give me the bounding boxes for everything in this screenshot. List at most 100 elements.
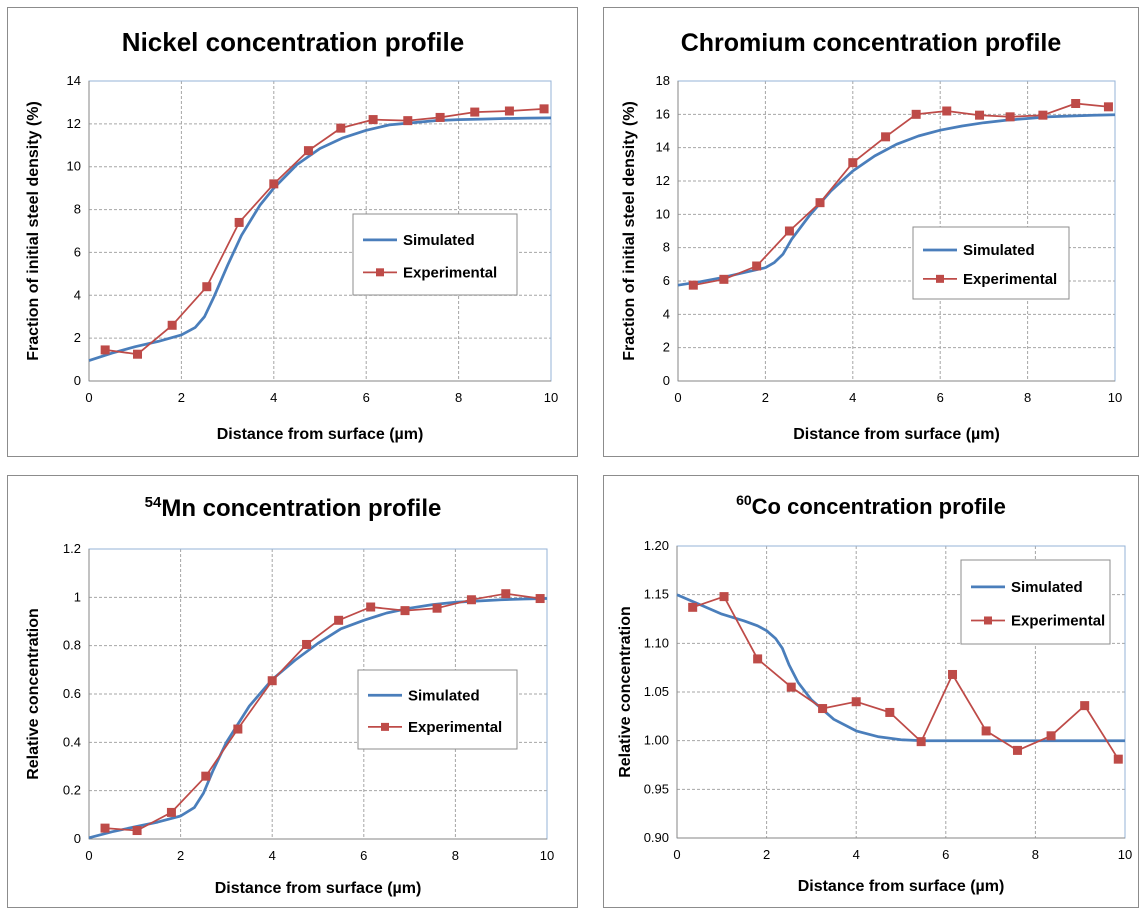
data-point-experimental	[815, 198, 825, 208]
x-tick-label: 0	[674, 390, 681, 405]
y-tick-label: 1.20	[644, 538, 669, 553]
x-tick-label: 4	[270, 390, 277, 405]
y-tick-label: 8	[663, 240, 670, 255]
data-point-experimental	[466, 595, 476, 605]
data-point-experimental	[753, 654, 763, 664]
data-point-experimental	[885, 707, 895, 717]
y-tick-label: 1	[74, 589, 81, 604]
chart-title: Nickel concentration profile	[122, 27, 464, 57]
chart-chromium: Chromium concentration profile 0 2 4 6 8 10 12 1…	[621, 29, 1122, 443]
y-tick-label: 0.90	[644, 830, 669, 845]
data-point-experimental	[368, 115, 378, 125]
x-tick-label: 8	[455, 390, 462, 405]
data-point-experimental	[167, 320, 177, 330]
x-tick-label: 6	[363, 390, 370, 405]
data-point-experimental	[133, 349, 143, 359]
x-axis-label: Distance from surface (µm)	[798, 878, 1005, 895]
data-point-experimental	[400, 606, 410, 616]
data-point-experimental	[752, 261, 762, 271]
data-point-experimental	[432, 603, 442, 613]
chart-title: 60Co concentration profile	[736, 492, 1006, 519]
y-tick-label: 1.2	[63, 541, 81, 556]
title-main: Co concentration profile	[752, 494, 1006, 519]
data-point-experimental	[1012, 745, 1022, 755]
title-main: Mn concentration profile	[161, 495, 441, 522]
data-point-experimental	[100, 823, 110, 833]
data-point-experimental	[1113, 754, 1123, 764]
x-tick-label: 10	[544, 390, 558, 405]
data-point-experimental	[166, 807, 176, 817]
series-line-simulated	[676, 593, 1125, 743]
y-tick-label: 1.00	[644, 733, 669, 748]
x-tick-label: 0	[85, 848, 92, 863]
data-point-experimental	[202, 282, 212, 292]
data-point-experimental	[948, 669, 958, 679]
data-point-experimental	[851, 697, 861, 707]
y-tick-label: 0.8	[63, 638, 81, 653]
legend-marker	[984, 616, 992, 625]
x-axis-label: Distance from surface (µm)	[217, 426, 424, 443]
legend-marker	[936, 274, 944, 283]
data-point-experimental	[818, 704, 828, 714]
y-tick-label: 4	[663, 306, 670, 321]
legend-box	[960, 559, 1111, 645]
x-tick-label: 4	[853, 847, 860, 862]
data-point-experimental	[1038, 110, 1048, 120]
data-point-experimental	[1103, 102, 1113, 112]
y-tick-label: 6	[74, 244, 81, 259]
x-tick-label: 2	[178, 390, 185, 405]
data-point-experimental	[719, 592, 729, 602]
chart-title: Chromium concentration profile	[681, 29, 1062, 57]
data-point-experimental	[535, 594, 545, 604]
y-tick-label: 0.95	[644, 781, 669, 796]
chart-panel-nickel: Nickel concentration profile 0 2 4 6 8 10 12 14 0…	[7, 7, 578, 457]
y-tick-label: 12	[656, 173, 670, 188]
series-line-experimental	[693, 102, 1109, 287]
series-line-simulated	[88, 116, 552, 362]
data-point-experimental	[981, 726, 991, 736]
data-point-experimental	[719, 274, 729, 284]
data-point-experimental	[435, 112, 445, 122]
data-point-experimental	[501, 589, 511, 599]
x-tick-label: 4	[849, 390, 856, 405]
legend-box	[912, 226, 1070, 300]
x-tick-label: 6	[937, 390, 944, 405]
chart-co60: 60Co concentration profile 0.90 0.95 1.00 1.…	[617, 492, 1132, 895]
legend-label-simulated: Simulated	[403, 232, 475, 249]
y-tick-label: 12	[67, 116, 81, 131]
data-point-experimental	[1071, 99, 1081, 108]
legend-label-experimental: Experimental	[1011, 612, 1105, 629]
y-axis-label: Relative concentration	[617, 606, 634, 778]
legend-box	[352, 213, 518, 296]
data-point-experimental	[470, 107, 480, 117]
legend-label-simulated: Simulated	[963, 242, 1035, 259]
y-axis-label: Relative concentration	[25, 608, 42, 780]
data-point-experimental	[403, 116, 413, 126]
y-tick-label: 10	[67, 159, 81, 174]
data-point-experimental	[881, 132, 891, 142]
data-point-experimental	[366, 602, 376, 612]
chart-nickel: Nickel concentration profile 0 2 4 6 8 10 12 14 0…	[25, 27, 558, 443]
chart-panel-chromium: Chromium concentration profile 0 2 4 6 8 10 12 1…	[603, 7, 1139, 457]
y-tick-label: 0	[74, 373, 81, 388]
data-point-experimental	[786, 682, 796, 692]
chart-mn54: 54Mn concentration profile 0 0.2 0.4 0.6 0.8 1…	[25, 494, 554, 897]
legend-label-simulated: Simulated	[408, 687, 480, 704]
y-tick-label: 1.10	[644, 635, 669, 650]
data-point-experimental	[911, 109, 921, 119]
series-line-experimental	[105, 108, 545, 356]
legend-label-experimental: Experimental	[408, 719, 502, 736]
data-point-experimental	[848, 158, 858, 168]
x-tick-label: 8	[452, 848, 459, 863]
x-tick-label: 2	[762, 390, 769, 405]
x-tick-label: 4	[269, 848, 276, 863]
y-tick-label: 2	[74, 330, 81, 345]
legend-box	[357, 669, 518, 750]
data-point-experimental	[233, 724, 243, 734]
y-tick-label: 16	[656, 106, 670, 121]
x-axis-label: Distance from surface (µm)	[793, 426, 1000, 443]
data-point-experimental	[201, 771, 211, 781]
x-tick-label: 2	[763, 847, 770, 862]
y-tick-label: 0.4	[63, 734, 81, 749]
x-tick-label: 10	[1108, 390, 1122, 405]
